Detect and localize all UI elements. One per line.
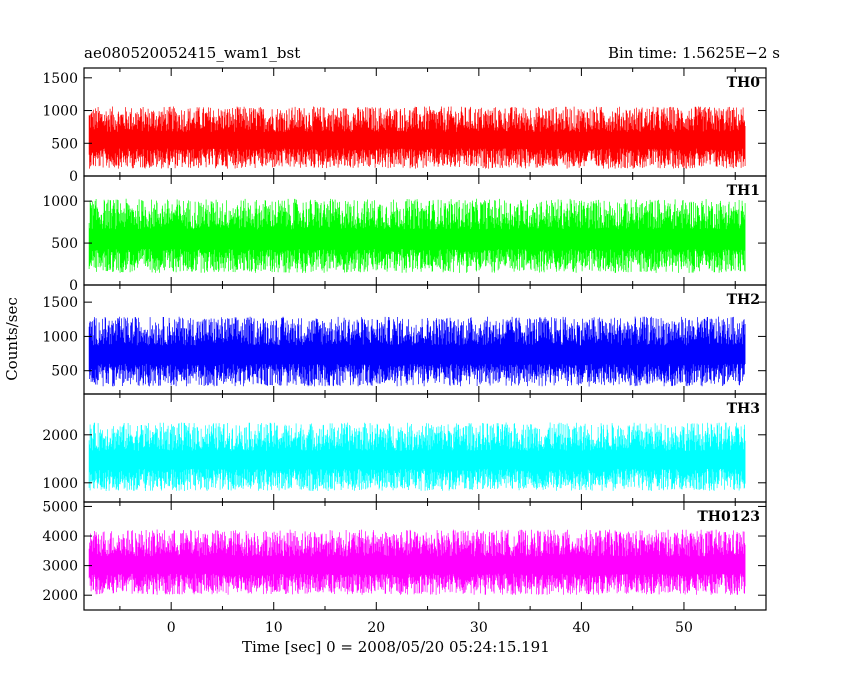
y-tick-label: 3000 <box>42 559 78 575</box>
y-tick-label: 1000 <box>42 476 78 492</box>
panel-label-th1: TH1 <box>727 183 760 199</box>
y-tick-label: 1000 <box>42 104 78 120</box>
series-th2 <box>88 316 746 387</box>
panel-label-th0: TH0 <box>727 75 761 91</box>
y-tick-label: 0 <box>69 278 78 294</box>
x-tick-label: 40 <box>572 620 590 636</box>
y-tick-label: 4000 <box>42 529 78 545</box>
series-th0 <box>88 106 746 169</box>
chart-title: ae080520052415_wam1_bst <box>84 44 301 62</box>
y-tick-label: 500 <box>51 364 78 380</box>
y-tick-label: 500 <box>51 136 78 152</box>
y-tick-label: 1000 <box>42 194 78 210</box>
panel-label-th0123: TH0123 <box>697 509 760 525</box>
y-tick-label: 0 <box>69 169 78 185</box>
x-tick-label: 10 <box>265 620 283 636</box>
panel-label-th3: TH3 <box>727 401 760 417</box>
y-tick-label: 5000 <box>42 499 78 515</box>
series-th3 <box>88 422 746 491</box>
series-th0123 <box>88 529 746 595</box>
x-tick-label: 30 <box>470 620 488 636</box>
x-tick-label: 0 <box>167 620 176 636</box>
y-tick-label: 1500 <box>42 71 78 87</box>
y-tick-label: 500 <box>51 236 78 252</box>
bin-time-label: Bin time: 1.5625E−2 s <box>607 44 780 62</box>
x-tick-label: 20 <box>367 620 385 636</box>
y-tick-label: 2000 <box>42 588 78 604</box>
x-axis-label: Time [sec] 0 = 2008/05/20 05:24:15.191 <box>242 638 550 656</box>
series-th1 <box>88 198 746 273</box>
y-tick-label: 1500 <box>42 295 78 311</box>
panel-label-th2: TH2 <box>727 292 760 308</box>
x-tick-label: 50 <box>675 620 693 636</box>
panel-frame-th0123 <box>83 501 767 611</box>
y-tick-label: 1000 <box>42 329 78 345</box>
y-tick-label: 2000 <box>42 428 78 444</box>
